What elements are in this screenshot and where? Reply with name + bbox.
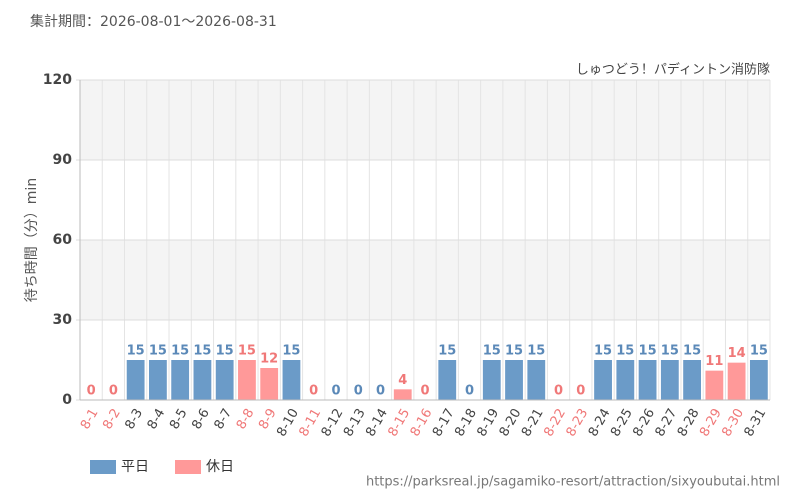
bar bbox=[638, 360, 657, 400]
bar bbox=[749, 360, 768, 400]
bar bbox=[126, 360, 145, 400]
bar bbox=[260, 368, 279, 400]
bar bbox=[527, 360, 546, 400]
bar bbox=[616, 360, 635, 400]
value-label: 15 bbox=[661, 344, 679, 359]
bar bbox=[215, 360, 234, 400]
value-label: 15 bbox=[193, 344, 211, 359]
y-axis-label: 待ち時間（分）min bbox=[24, 178, 40, 302]
value-label: 15 bbox=[216, 344, 234, 359]
value-label: 15 bbox=[127, 344, 145, 359]
value-label: 0 bbox=[376, 384, 385, 399]
chart-subtitle: しゅつどう！パディントン消防隊 bbox=[576, 62, 770, 78]
bar bbox=[282, 360, 301, 400]
x-tick-label: 8-10 bbox=[274, 406, 302, 439]
legend-label: 休日 bbox=[206, 459, 234, 475]
x-tick-label: 8-20 bbox=[497, 406, 525, 439]
value-label: 0 bbox=[576, 384, 585, 399]
value-label: 0 bbox=[331, 384, 340, 399]
x-tick-label: 8-17 bbox=[430, 406, 458, 439]
value-label: 11 bbox=[705, 354, 723, 369]
value-label: 15 bbox=[483, 344, 501, 359]
bar bbox=[594, 360, 612, 400]
x-tick-label: 8-26 bbox=[630, 406, 658, 439]
value-label: 15 bbox=[594, 344, 612, 359]
chart-title: 集計期間：2026-08-01～2026-08-31 bbox=[30, 13, 277, 30]
bar bbox=[193, 360, 212, 400]
x-tick-label: 8-22 bbox=[541, 406, 569, 439]
bar bbox=[438, 360, 457, 400]
x-tick-label: 8-21 bbox=[519, 406, 547, 439]
x-tick-label: 8-29 bbox=[697, 406, 725, 439]
y-tick-label: 0 bbox=[62, 392, 72, 408]
bar bbox=[660, 360, 679, 400]
x-tick-label: 8-25 bbox=[608, 406, 636, 439]
value-label: 4 bbox=[398, 373, 407, 388]
value-label: 15 bbox=[438, 344, 456, 359]
value-label: 15 bbox=[639, 344, 657, 359]
y-tick-label: 120 bbox=[43, 72, 72, 88]
x-tick-label: 8-19 bbox=[475, 406, 503, 439]
value-label: 15 bbox=[505, 344, 523, 359]
value-label: 0 bbox=[465, 384, 474, 399]
bar bbox=[149, 360, 167, 400]
bar bbox=[705, 370, 724, 400]
x-tick-label: 8-15 bbox=[385, 406, 413, 439]
bar bbox=[683, 360, 701, 400]
x-tick-label: 8-12 bbox=[319, 406, 347, 439]
x-tick-label: 8-24 bbox=[586, 406, 614, 439]
bar bbox=[393, 389, 412, 400]
y-tick-label: 90 bbox=[53, 152, 73, 168]
bar bbox=[727, 362, 746, 400]
value-label: 15 bbox=[282, 344, 300, 359]
value-label: 0 bbox=[309, 384, 318, 399]
x-tick-label: 8-31 bbox=[742, 406, 770, 439]
value-label: 15 bbox=[171, 344, 189, 359]
bar bbox=[171, 360, 190, 400]
value-label: 15 bbox=[683, 344, 701, 359]
value-label: 0 bbox=[554, 384, 563, 399]
y-tick-label: 60 bbox=[53, 232, 73, 248]
value-label: 14 bbox=[728, 346, 746, 361]
value-label: 12 bbox=[260, 352, 278, 367]
source-url: https://parksreal.jp/sagamiko-resort/att… bbox=[366, 475, 780, 490]
x-tick-label: 8-2 bbox=[100, 406, 124, 432]
x-tick-label: 8-5 bbox=[167, 406, 191, 432]
bar bbox=[482, 360, 501, 400]
x-tick-label: 8-18 bbox=[452, 406, 480, 439]
x-tick-label: 8-11 bbox=[296, 406, 324, 439]
x-tick-label: 8-7 bbox=[212, 406, 236, 432]
legend-swatch bbox=[90, 460, 116, 474]
x-tick-label: 8-28 bbox=[675, 406, 703, 439]
value-label: 0 bbox=[109, 384, 118, 399]
x-tick-label: 8-30 bbox=[719, 406, 747, 439]
x-tick-label: 8-16 bbox=[408, 406, 436, 439]
value-label: 15 bbox=[527, 344, 545, 359]
grid-band bbox=[80, 80, 770, 160]
value-label: 15 bbox=[149, 344, 167, 359]
x-tick-label: 8-4 bbox=[145, 406, 169, 432]
x-tick-label: 8-6 bbox=[189, 406, 213, 432]
y-tick-label: 30 bbox=[53, 312, 73, 328]
value-label: 0 bbox=[87, 384, 96, 399]
grid-band bbox=[80, 240, 770, 320]
x-tick-label: 8-27 bbox=[653, 406, 681, 439]
x-tick-label: 8-8 bbox=[234, 406, 258, 432]
x-tick-label: 8-14 bbox=[363, 406, 391, 439]
x-tick-label: 8-3 bbox=[123, 406, 147, 432]
value-label: 15 bbox=[750, 344, 768, 359]
x-tick-label: 8-13 bbox=[341, 406, 369, 439]
value-label: 0 bbox=[354, 384, 363, 399]
x-tick-label: 8-23 bbox=[564, 406, 592, 439]
value-label: 15 bbox=[616, 344, 634, 359]
legend-swatch bbox=[175, 460, 201, 474]
value-label: 0 bbox=[420, 384, 429, 399]
bar bbox=[505, 360, 523, 400]
legend-label: 平日 bbox=[121, 459, 149, 475]
value-label: 15 bbox=[238, 344, 256, 359]
x-tick-label: 8-1 bbox=[78, 406, 102, 432]
bar bbox=[238, 360, 256, 400]
